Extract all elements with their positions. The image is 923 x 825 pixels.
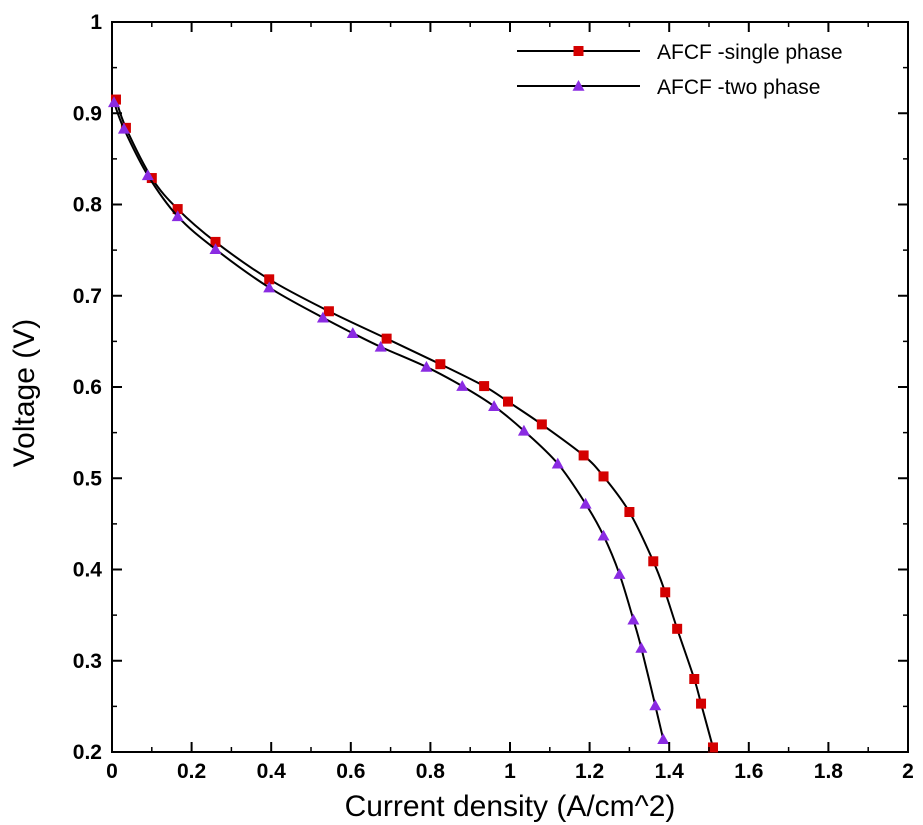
x-tick-label: 2 <box>902 760 914 783</box>
data-point <box>624 507 635 518</box>
legend-label: AFCF -single phase <box>657 41 843 64</box>
x-tick-label: 0.4 <box>257 760 287 783</box>
data-point <box>517 424 530 436</box>
data-point <box>420 360 433 372</box>
x-tick-label: 0.6 <box>336 760 365 783</box>
data-point <box>672 623 683 634</box>
data-point <box>323 306 334 317</box>
legend-entry: AFCF -two phase <box>517 76 820 99</box>
data-point <box>209 243 222 255</box>
data-point <box>536 419 547 430</box>
data-point <box>660 587 671 598</box>
x-tick-label: 0.8 <box>416 760 446 783</box>
data-point <box>689 674 700 684</box>
series-line <box>113 101 665 740</box>
x-tick-label: 0.2 <box>177 760 206 783</box>
data-point <box>210 236 221 247</box>
series-1 <box>110 94 718 753</box>
data-point <box>579 497 592 509</box>
legend-marker <box>572 80 585 91</box>
data-point <box>107 96 120 108</box>
y-tick-label: 0.8 <box>73 194 103 217</box>
series-2 <box>107 96 670 745</box>
series-line <box>115 99 714 748</box>
data-point <box>479 381 490 392</box>
data-point <box>635 641 648 653</box>
data-point <box>597 529 610 541</box>
x-tick-label: 1.2 <box>575 760 604 783</box>
x-tick-label: 0 <box>106 760 118 783</box>
data-point <box>649 699 662 711</box>
data-point <box>263 281 276 293</box>
data-point <box>381 333 392 344</box>
plot-area <box>111 21 909 753</box>
data-point <box>551 457 564 469</box>
data-point <box>141 169 154 181</box>
data-point <box>374 340 387 352</box>
data-point <box>172 204 183 215</box>
data-point <box>657 733 670 745</box>
data-point <box>110 94 121 105</box>
data-point <box>456 380 469 391</box>
x-tick-label: 1 <box>504 760 516 783</box>
legend: AFCF -single phase AFCF -two phase <box>517 41 843 99</box>
plot-frame <box>111 21 909 753</box>
data-point <box>613 568 626 579</box>
legend-marker <box>573 46 584 56</box>
y-axis-title: Voltage (V) <box>8 319 41 467</box>
y-tick-label: 0.3 <box>73 650 102 673</box>
data-point <box>346 327 359 338</box>
data-point <box>316 311 329 323</box>
data-point <box>598 471 609 482</box>
data-point <box>171 210 184 222</box>
data-point <box>435 359 446 370</box>
y-tick-label: 0.4 <box>73 559 103 582</box>
y-tick-label: 0.9 <box>73 102 102 125</box>
y-tick-label: 1 <box>90 11 102 34</box>
data-point <box>578 450 589 461</box>
data-point <box>627 613 640 625</box>
y-tick-label: 0.5 <box>73 467 103 490</box>
y-tick-label: 0.7 <box>73 285 102 308</box>
legend-entry: AFCF -single phase <box>517 41 843 64</box>
series-layer <box>107 94 718 753</box>
legend-label: AFCF -two phase <box>657 76 820 99</box>
data-point <box>696 698 707 709</box>
x-axis-title: Current density (A/cm^2) <box>345 790 676 823</box>
x-tick-label: 1.8 <box>814 760 844 783</box>
data-point <box>503 396 514 407</box>
x-tick-label: 1.4 <box>655 760 685 783</box>
y-tick-label: 0.6 <box>73 376 102 399</box>
y-tick-label: 0.2 <box>73 741 102 764</box>
axis-ticks: 0 0.2 0.4 0.6 0.8 1 1.2 1.4 1.6 1.8 20.20.30.40.50… <box>73 11 914 783</box>
x-tick-label: 1.6 <box>734 760 763 783</box>
data-point <box>488 400 501 411</box>
data-point <box>707 742 718 753</box>
data-point <box>117 122 130 134</box>
data-point <box>264 274 275 285</box>
data-point <box>648 556 659 567</box>
